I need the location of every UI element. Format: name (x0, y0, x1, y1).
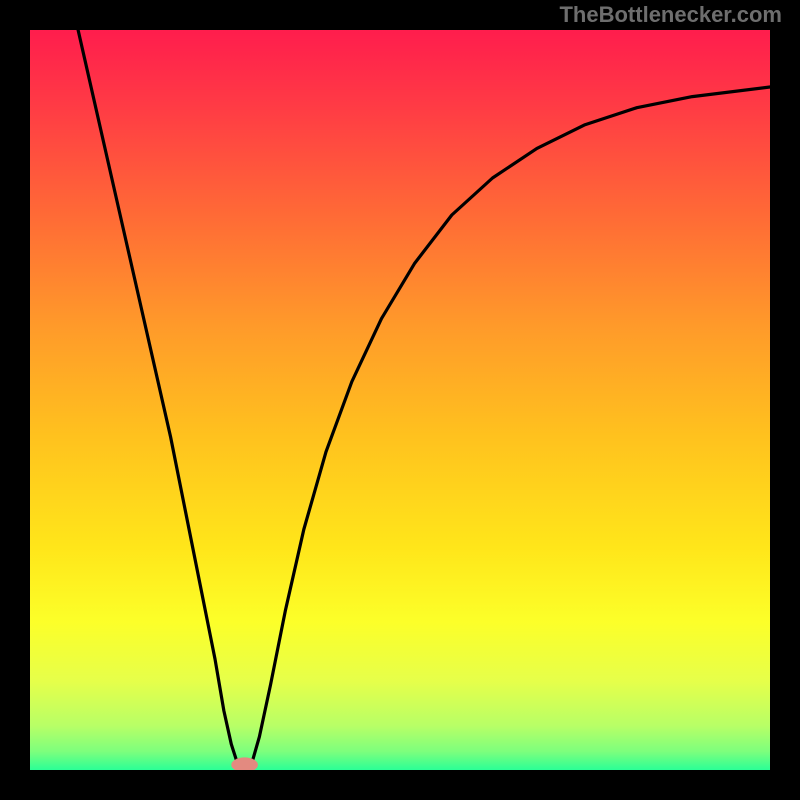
outer-frame: TheBottlenecker.com (0, 0, 800, 800)
watermark-text: TheBottlenecker.com (559, 2, 782, 28)
chart-svg (30, 30, 770, 770)
chart-plot-area (30, 30, 770, 770)
curve-left-branch (78, 30, 237, 763)
curve-right-branch (252, 87, 770, 763)
